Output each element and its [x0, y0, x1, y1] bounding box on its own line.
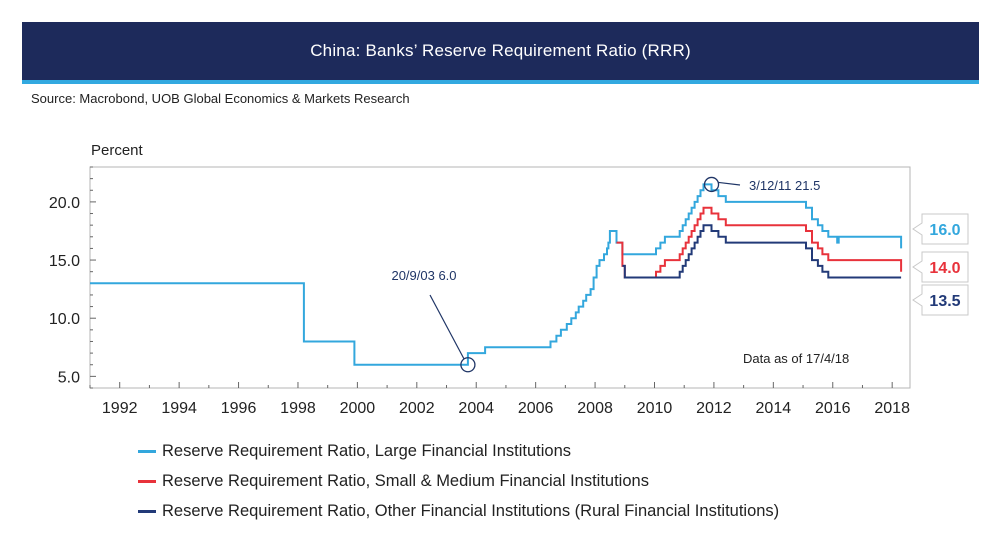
series-line-1 — [90, 183, 903, 366]
annotation-circle-2011 — [703, 176, 720, 193]
x-tick-label: 1992 — [102, 400, 138, 417]
rrr-line-chart: Percent 5.0 10.0 15.0 20.0 1992 1994 1996 1998 20… — [49, 142, 969, 417]
x-tick-label: 2016 — [815, 400, 851, 417]
series-line-2 — [616, 206, 903, 279]
source-note: Source: Macrobond, UOB Global Economics … — [31, 91, 410, 106]
end-label-large: 16.0 — [929, 222, 960, 239]
legend-label-other: Reserve Requirement Ratio, Other Financi… — [162, 502, 780, 520]
annotation-label-2011: 3/12/11 21.5 — [749, 178, 820, 193]
y-tick-label: 10.0 — [49, 311, 80, 328]
chart-title-bar: China: Banks’ Reserve Requirement Ratio … — [22, 22, 979, 84]
x-tick-label: 2004 — [458, 400, 494, 417]
x-tick-label: 2010 — [637, 400, 673, 417]
legend-item-small-medium: Reserve Requirement Ratio, Small & Mediu… — [138, 466, 779, 496]
end-label-other-box — [912, 284, 969, 316]
legend-item-other: Reserve Requirement Ratio, Other Financi… — [138, 496, 779, 526]
x-tick-label: 1998 — [280, 400, 316, 417]
legend-swatch-other — [138, 510, 156, 513]
legend-label-small-medium: Reserve Requirement Ratio, Small & Mediu… — [162, 472, 649, 490]
series-line-3 — [622, 224, 902, 279]
x-tick-label: 2018 — [874, 400, 910, 417]
y-tick-label: 15.0 — [49, 253, 80, 270]
x-tick-label: 2002 — [399, 400, 435, 417]
x-tick-label: 2006 — [518, 400, 554, 417]
y-axis-label: Percent — [91, 142, 144, 159]
legend-label-large: Reserve Requirement Ratio, Large Financi… — [162, 442, 572, 460]
x-tick-label: 1994 — [161, 400, 197, 417]
x-tick-label: 1996 — [221, 400, 257, 417]
annotation-circle-2003 — [460, 357, 476, 373]
y-tick-label: 5.0 — [58, 369, 80, 386]
annotation-label-2003: 20/9/03 6.0 — [391, 268, 456, 283]
plot-frame — [89, 166, 911, 389]
x-tick-label: 2014 — [756, 400, 792, 417]
end-label-other: 13.5 — [929, 293, 960, 310]
chart-title: China: Banks’ Reserve Requirement Ratio … — [310, 41, 691, 60]
legend: Reserve Requirement Ratio, Large Financi… — [138, 436, 779, 526]
legend-item-large: Reserve Requirement Ratio, Large Financi… — [138, 436, 779, 466]
data-date-note: Data as of 17/4/18 — [743, 351, 849, 366]
end-label-small-medium: 14.0 — [929, 260, 960, 277]
end-label-small-medium-box — [912, 251, 969, 283]
x-tick-label: 2012 — [696, 400, 732, 417]
end-label-large-box — [912, 213, 969, 245]
x-tick-label: 2008 — [577, 400, 613, 417]
legend-swatch-large — [138, 450, 156, 453]
x-tick-label: 2000 — [340, 400, 376, 417]
legend-swatch-small-medium — [138, 480, 156, 483]
annotation-leader-2011 — [718, 181, 741, 186]
annotation-leader-2003 — [429, 294, 465, 360]
y-tick-label: 20.0 — [49, 195, 80, 212]
